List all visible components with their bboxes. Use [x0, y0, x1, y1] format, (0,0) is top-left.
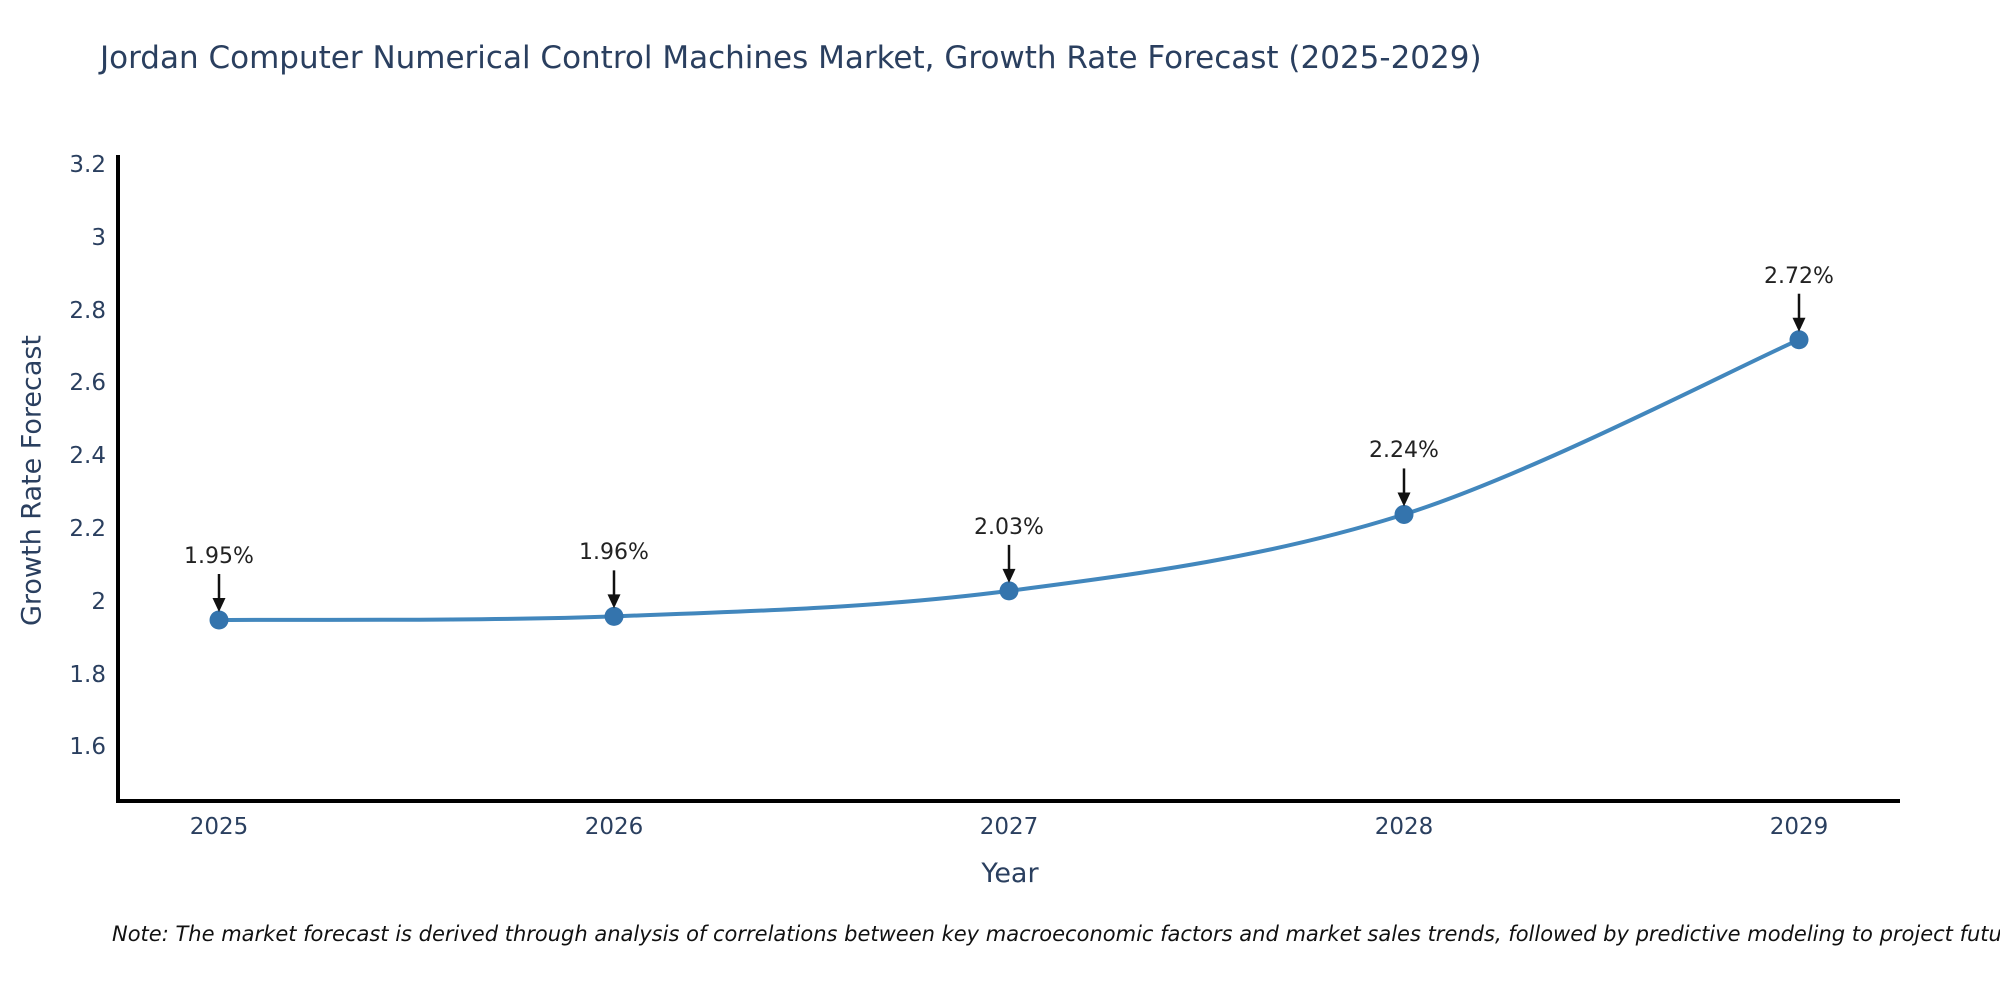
y-tick-label-1.6: 1.6	[69, 734, 106, 761]
x-tick-label-2026: 2026	[584, 814, 644, 840]
y-tick-label-3: 3	[91, 224, 106, 251]
annotation-arrow-head	[1792, 317, 1806, 332]
y-tick-label-2: 2	[91, 588, 106, 615]
data-point-2025	[209, 610, 229, 630]
point-annotation-2028: 2.24%	[1369, 438, 1439, 464]
footnote: Note: The market forecast is derived thr…	[112, 922, 2000, 946]
y-tick-label-1.8: 1.8	[69, 661, 106, 688]
point-annotation-2025: 1.95%	[184, 544, 254, 569]
annotation-arrow-head	[607, 594, 621, 609]
point-annotation-2027: 2.03%	[974, 514, 1044, 540]
data-point-2028	[1394, 504, 1414, 524]
y-tick-label-2.6: 2.6	[69, 370, 106, 397]
y-tick-label-2.2: 2.2	[69, 516, 106, 542]
x-tick-label-2029: 2029	[1769, 814, 1829, 840]
point-annotation-2029: 2.72%	[1764, 263, 1834, 289]
annotation-arrow-head	[1397, 492, 1411, 507]
data-point-2027	[999, 581, 1019, 601]
y-tick-label-3.2: 3.2	[69, 152, 106, 178]
annotation-arrow-head	[212, 598, 226, 612]
x-axis-title: Year	[981, 858, 1039, 889]
data-point-2026	[604, 606, 624, 626]
y-tick-label-2.8: 2.8	[69, 297, 106, 324]
y-axis-title: Growth Rate Forecast	[16, 334, 48, 627]
x-tick-label-2028: 2028	[1374, 814, 1434, 840]
annotation-arrow-head	[1002, 568, 1016, 583]
x-tick-label-2027: 2027	[979, 814, 1039, 840]
x-tick-label-2025: 2025	[189, 814, 249, 840]
y-tick-label-2.4: 2.4	[69, 443, 106, 470]
point-annotation-2026: 1.96%	[579, 540, 649, 566]
data-point-2029	[1789, 330, 1809, 350]
chart-title: Jordan Computer Numerical Control Machin…	[100, 40, 1482, 76]
axis-spines	[116, 155, 1900, 803]
